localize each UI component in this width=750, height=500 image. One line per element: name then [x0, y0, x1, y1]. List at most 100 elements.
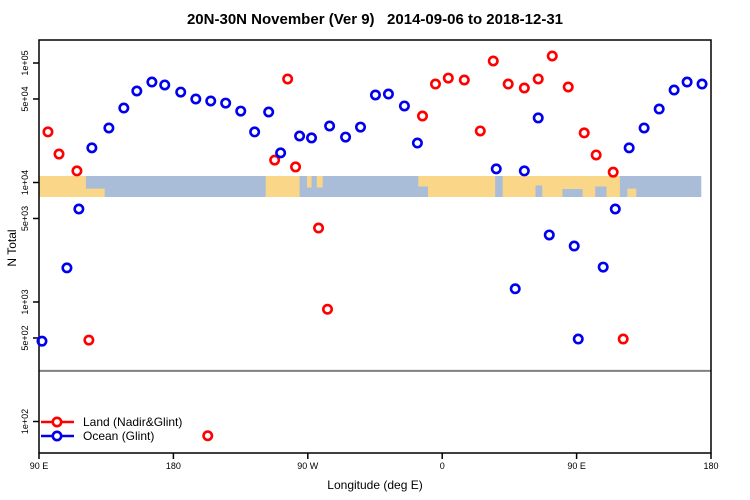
data-point-ocean: [159, 79, 171, 91]
data-point-land: [269, 154, 281, 166]
map-band-land-segment: [627, 188, 637, 197]
y-axis-title: N Total: [5, 229, 19, 267]
data-point-land: [458, 74, 470, 86]
data-point-ocean: [518, 165, 530, 177]
data-point-ocean: [205, 95, 217, 107]
data-point-ocean: [73, 203, 85, 215]
data-point-ocean: [220, 97, 232, 109]
data-point-ocean: [543, 229, 555, 241]
y-tick-label: 1e+04: [20, 170, 30, 195]
data-point-land: [474, 125, 486, 137]
data-point-land: [578, 127, 590, 139]
map-band-land-segment: [307, 176, 312, 188]
data-point-ocean: [653, 103, 665, 115]
plot-border: [38, 39, 712, 454]
data-point-land: [71, 165, 83, 177]
map-band-ocean-notch: [562, 189, 583, 197]
y-tick-label: 1e+02: [20, 409, 30, 434]
y-tick-label: 5e+04: [20, 86, 30, 111]
data-point-ocean: [324, 120, 336, 132]
x-tick-label: 180: [166, 461, 181, 471]
data-point-land: [282, 73, 294, 85]
map-band-ocean-notch: [595, 186, 607, 197]
chart-title: 20N-30N November (Ver 9) 2014-09-06 to 2…: [186, 11, 564, 28]
data-point-land: [502, 78, 514, 90]
legend-marker-land-icon: [41, 416, 74, 428]
map-band-ocean-notch: [495, 176, 503, 197]
data-point-ocean: [568, 240, 580, 252]
data-point-ocean: [86, 142, 98, 154]
data-point-ocean: [696, 78, 708, 90]
data-point-ocean: [668, 84, 680, 96]
x-tick-label: 90 E: [30, 461, 49, 471]
data-point-land: [487, 55, 499, 67]
data-point-ocean: [509, 283, 521, 295]
data-point-ocean: [294, 130, 306, 142]
x-tick-label: 90 E: [567, 461, 586, 471]
map-band-land-segment: [418, 176, 620, 197]
legend: Land (Nadir&Glint) Ocean (Glint): [40, 415, 182, 443]
data-point-ocean: [249, 126, 261, 138]
x-tick-label: 0: [440, 461, 445, 471]
legend-label-ocean: Ocean (Glint): [83, 429, 155, 443]
map-band-land-segment: [85, 188, 105, 197]
map-band-land-segment: [265, 176, 300, 197]
map-band-land-segment: [39, 176, 86, 197]
data-point-ocean: [61, 262, 73, 274]
data-point-ocean: [355, 121, 367, 133]
y-tick-label: 1e+03: [20, 289, 30, 314]
legend-label-land: Land (Nadir&Glint): [83, 415, 183, 429]
data-point-land: [313, 222, 325, 234]
data-point-ocean: [572, 333, 584, 345]
data-point-ocean: [382, 88, 394, 100]
data-point-ocean: [597, 261, 609, 273]
map-band-land-segment: [316, 176, 323, 188]
data-point-land: [546, 50, 558, 62]
data-point-land: [429, 78, 441, 90]
data-point-ocean: [235, 105, 247, 117]
data-point-land: [322, 303, 334, 315]
data-point-ocean: [118, 102, 130, 114]
legend-item-land: Land (Nadir&Glint): [40, 415, 182, 429]
data-point-ocean: [490, 163, 502, 175]
data-point-ocean: [263, 106, 275, 118]
data-point-land: [518, 82, 530, 94]
legend-item-ocean: Ocean (Glint): [40, 429, 182, 443]
data-point-ocean: [411, 137, 423, 149]
data-point-ocean: [609, 203, 621, 215]
data-point-land: [590, 149, 602, 161]
map-band-ocean-notch: [535, 185, 543, 197]
x-tick-label: 90 W: [297, 461, 319, 471]
data-point-ocean: [36, 335, 48, 347]
data-point-land: [562, 81, 574, 93]
data-point-ocean: [275, 147, 287, 159]
data-point-land: [83, 334, 95, 346]
y-tick-label: 1e+05: [20, 50, 30, 75]
data-point-land: [416, 110, 428, 122]
data-point-land: [53, 148, 65, 160]
data-point-land: [532, 73, 544, 85]
data-point-land: [607, 166, 619, 178]
data-point-land: [202, 430, 214, 442]
data-point-ocean: [340, 131, 352, 143]
data-point-ocean: [681, 76, 693, 88]
data-point-land: [42, 126, 54, 138]
data-point-land: [442, 72, 454, 84]
data-point-ocean: [131, 85, 143, 97]
data-point-ocean: [638, 122, 650, 134]
data-point-ocean: [369, 89, 381, 101]
data-point-ocean: [146, 76, 158, 88]
y-tick-label: 5e+03: [20, 206, 30, 231]
y-tick-label: 5e+02: [20, 325, 30, 350]
map-band-ocean-notch: [418, 186, 429, 197]
data-point-land: [617, 333, 629, 345]
data-point-ocean: [532, 112, 544, 124]
data-point-ocean: [175, 86, 187, 98]
x-tick-label: 180: [703, 461, 718, 471]
data-point-ocean: [306, 132, 318, 144]
x-axis-title: Longitude (deg E): [327, 478, 423, 492]
data-point-ocean: [103, 122, 115, 134]
legend-marker-ocean-icon: [41, 430, 74, 442]
